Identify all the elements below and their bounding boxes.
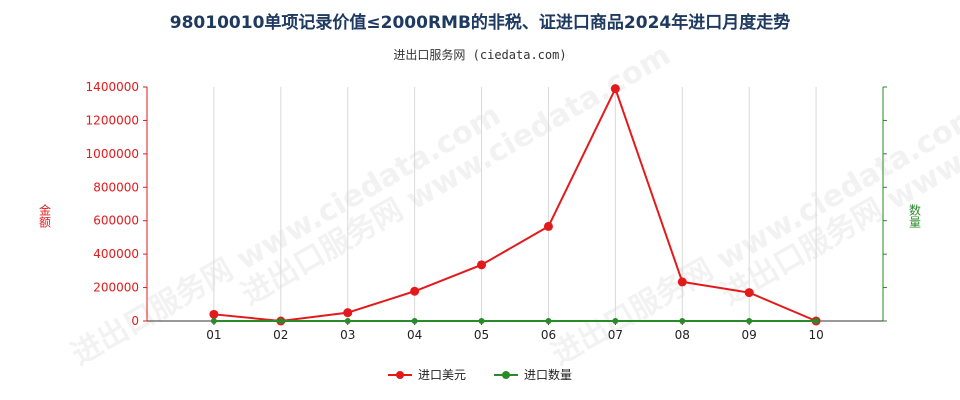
y-tick-label: 1200000 bbox=[86, 113, 139, 127]
data-point-series2 bbox=[746, 318, 753, 324]
y-tick-label: 600000 bbox=[93, 214, 139, 228]
x-tick-label: 08 bbox=[675, 328, 690, 342]
x-tick-label: 02 bbox=[273, 328, 288, 342]
y-tick-label: 1000000 bbox=[86, 147, 139, 161]
x-tick-label: 01 bbox=[206, 328, 221, 342]
y-tick-label: 800000 bbox=[93, 180, 139, 194]
y-tick-label: 0 bbox=[131, 314, 139, 328]
data-point-series2 bbox=[277, 318, 284, 324]
data-point-series2 bbox=[411, 318, 418, 324]
data-point-series1 bbox=[543, 221, 553, 231]
chart-title: 98010010单项记录价值≤2000RMB的非税、证进口商品2024年进口月度… bbox=[169, 13, 791, 33]
legend-label-series2: 进口数量 bbox=[524, 368, 573, 382]
y-tick-label: 400000 bbox=[93, 247, 139, 261]
data-point-series2 bbox=[612, 318, 619, 324]
legend-item-series1[interactable]: 进口美元 bbox=[387, 366, 466, 383]
series-line-1 bbox=[213, 86, 817, 323]
x-tick-label: 06 bbox=[541, 328, 556, 342]
data-point-series1 bbox=[410, 286, 420, 296]
data-point-series1 bbox=[477, 260, 487, 270]
x-tick-label: 04 bbox=[407, 328, 422, 342]
x-tick-label: 07 bbox=[608, 328, 623, 342]
chart-subtitle: 进出口服务网 (ciedata.com) bbox=[393, 48, 567, 62]
y-axis-label-right: 数量 bbox=[907, 204, 922, 228]
y-tick-label: 200000 bbox=[93, 281, 139, 295]
data-point-series1 bbox=[209, 309, 219, 319]
data-point-series1 bbox=[610, 84, 620, 94]
legend-swatch-series1 bbox=[387, 369, 412, 381]
data-point-series1 bbox=[677, 277, 687, 287]
x-tick-label: 03 bbox=[340, 328, 355, 342]
data-point-series2 bbox=[679, 318, 686, 324]
data-point-series1 bbox=[744, 288, 754, 298]
x-tick-label: 09 bbox=[742, 328, 757, 342]
data-point-series2 bbox=[478, 318, 485, 324]
legend-swatch-series2 bbox=[494, 369, 518, 381]
y-tick-label: 1400000 bbox=[86, 80, 139, 94]
legend: 进口美元 进口数量 bbox=[0, 366, 960, 383]
x-tick-label: 05 bbox=[474, 328, 489, 342]
legend-label-series1: 进口美元 bbox=[417, 368, 466, 382]
data-point-series2 bbox=[813, 318, 820, 324]
y-axis-label-left: 金额 bbox=[37, 204, 52, 228]
data-point-series2 bbox=[210, 318, 217, 324]
legend-item-series2[interactable]: 进口数量 bbox=[494, 366, 572, 383]
data-point-series2 bbox=[344, 318, 351, 324]
data-point-series1 bbox=[343, 308, 353, 318]
data-point-series2 bbox=[545, 318, 552, 324]
x-tick-label: 10 bbox=[808, 328, 823, 342]
